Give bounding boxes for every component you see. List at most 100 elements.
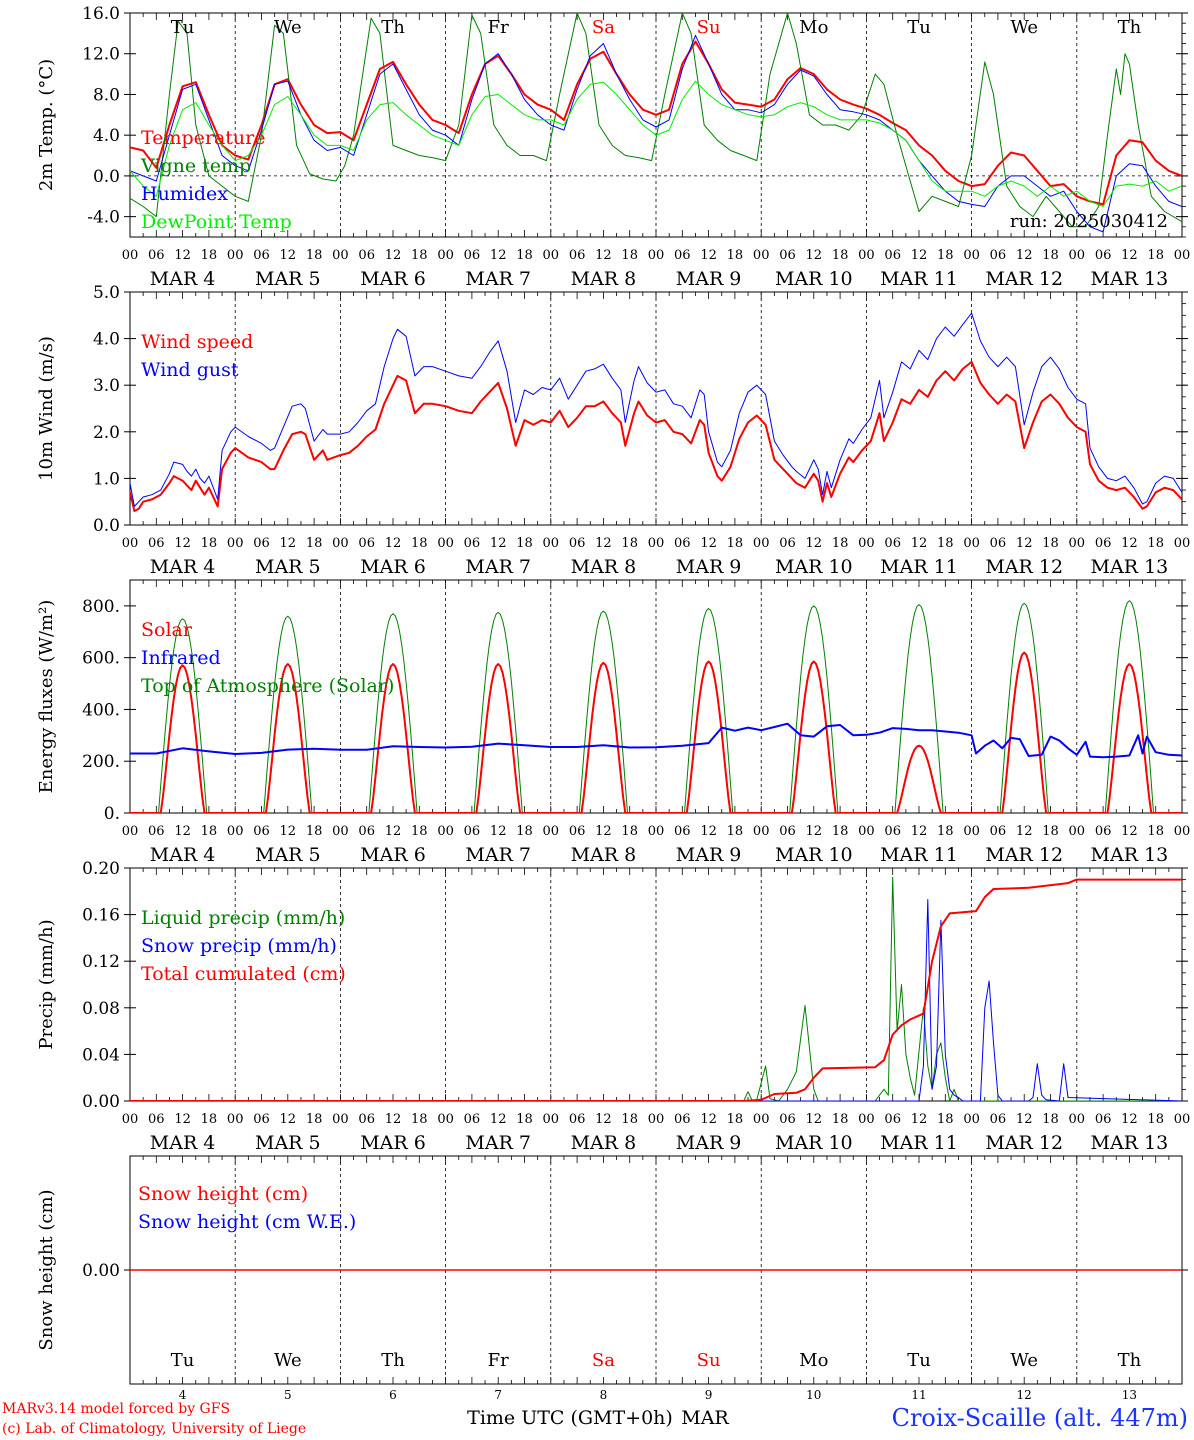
hour-tick-label: 18 xyxy=(306,1112,323,1127)
hour-tick-label: 18 xyxy=(621,824,638,839)
y-tick-label: 8.0 xyxy=(93,85,120,105)
hour-tick-label: 18 xyxy=(1147,536,1164,551)
day-abbrev: Su xyxy=(697,1350,721,1371)
date-label: MAR 10 xyxy=(775,556,853,578)
hour-tick-label: 12 xyxy=(806,536,823,551)
solar-line xyxy=(130,651,1182,813)
date-label: MAR 8 xyxy=(571,1132,637,1154)
temperature-line xyxy=(130,40,1182,206)
hour-tick-label: 12 xyxy=(174,824,191,839)
day-number: 13 xyxy=(1122,1388,1137,1402)
hour-tick-label: 00 xyxy=(648,536,665,551)
hour-tick-label: 06 xyxy=(779,1112,796,1127)
hour-tick-label: 12 xyxy=(174,248,191,263)
y-tick-label: 0.04 xyxy=(82,1045,120,1065)
hour-tick-label: 18 xyxy=(832,536,849,551)
date-label: MAR 9 xyxy=(676,268,742,290)
total-cumulated-cm--line xyxy=(130,878,1182,1101)
hour-tick-label: 00 xyxy=(543,824,560,839)
day-number: 10 xyxy=(806,1388,821,1402)
hour-tick-label: 06 xyxy=(358,536,375,551)
y-tick-label: 0.16 xyxy=(82,906,120,926)
hour-tick-label: 12 xyxy=(595,824,612,839)
hour-tick-label: 18 xyxy=(727,248,744,263)
hour-tick-label: 00 xyxy=(227,824,244,839)
hour-tick-label: 18 xyxy=(306,824,323,839)
date-label: MAR 9 xyxy=(676,556,742,578)
hour-tick-label: 18 xyxy=(411,1112,428,1127)
hour-tick-label: 00 xyxy=(963,824,980,839)
hour-tick-label: 12 xyxy=(700,1112,717,1127)
y-tick-label: -4.0 xyxy=(87,208,120,228)
hour-tick-label: 06 xyxy=(1095,536,1112,551)
hour-tick-label: 12 xyxy=(1016,824,1033,839)
date-label: MAR 12 xyxy=(985,844,1063,866)
hour-tick-label: 12 xyxy=(490,536,507,551)
date-label: MAR 12 xyxy=(985,1132,1063,1154)
hour-tick-label: 18 xyxy=(937,824,954,839)
day-abbrev: Fr xyxy=(488,17,509,38)
hour-tick-label: 12 xyxy=(490,824,507,839)
panel-frame xyxy=(129,12,1183,238)
day-abbrev: Tu xyxy=(171,1350,195,1371)
hour-tick-label: 18 xyxy=(832,1112,849,1127)
hour-tick-label: 00 xyxy=(858,536,875,551)
hour-tick-label: 12 xyxy=(1121,248,1138,263)
hour-tick-label: 18 xyxy=(937,1112,954,1127)
hour-tick-label: 12 xyxy=(911,824,928,839)
hour-tick-label: 00 xyxy=(332,1112,349,1127)
date-label: MAR 6 xyxy=(360,556,426,578)
hour-tick-label: 12 xyxy=(1121,824,1138,839)
day-abbrev: Mo xyxy=(799,1350,828,1371)
hour-tick-label: 12 xyxy=(1016,536,1033,551)
date-label: MAR 12 xyxy=(985,556,1063,578)
hour-tick-label: 06 xyxy=(464,1112,481,1127)
date-label: MAR 13 xyxy=(1091,844,1169,866)
hour-tick-label: 00 xyxy=(122,824,139,839)
y-tick-label: 2.0 xyxy=(93,423,120,443)
y-tick-label: 200. xyxy=(82,752,120,772)
day-abbrev: Th xyxy=(381,1350,405,1371)
run-label: run: 2025030412 xyxy=(1010,211,1168,232)
date-label: MAR 11 xyxy=(880,556,958,578)
day-abbrev: We xyxy=(1010,17,1038,38)
hour-tick-label: 12 xyxy=(490,248,507,263)
date-label: MAR 11 xyxy=(880,268,958,290)
day-abbrev: Tu xyxy=(171,17,195,38)
hour-tick-label: 00 xyxy=(1174,536,1191,551)
hour-tick-label: 12 xyxy=(700,824,717,839)
day-abbrev: Th xyxy=(381,17,405,38)
hour-tick-label: 06 xyxy=(253,1112,270,1127)
date-label: MAR 4 xyxy=(150,556,216,578)
date-label: MAR 10 xyxy=(775,1132,853,1154)
y-tick-label: 5.0 xyxy=(93,283,120,303)
toa-solar-line xyxy=(130,600,1182,813)
vigne-temp-line xyxy=(130,13,1182,228)
hour-tick-label: 06 xyxy=(779,248,796,263)
hour-tick-label: 06 xyxy=(1095,1112,1112,1127)
date-label: MAR 7 xyxy=(465,268,531,290)
series-group xyxy=(130,600,1182,813)
hour-tick-label: 00 xyxy=(122,248,139,263)
hour-tick-label: 12 xyxy=(1016,248,1033,263)
date-label: MAR 4 xyxy=(150,268,216,290)
legend-entry: Snow precip (mm/h) xyxy=(141,935,337,957)
hour-tick-label: 06 xyxy=(569,824,586,839)
hour-tick-label: 12 xyxy=(385,1112,402,1127)
hour-tick-label: 00 xyxy=(753,1112,770,1127)
lab-credit: (c) Lab. of Climatology, University of L… xyxy=(2,1421,307,1437)
hour-tick-label: 18 xyxy=(1147,824,1164,839)
legend-entry: Top of Atmosphere (Solar) xyxy=(141,675,394,697)
y-tick-label: 4.0 xyxy=(93,126,120,146)
date-label: MAR 8 xyxy=(571,268,637,290)
month-label: MAR xyxy=(681,1407,729,1429)
day-abbrev: Su xyxy=(697,17,721,38)
site-title: Croix-Scaille (alt. 447m) xyxy=(891,1404,1188,1432)
hour-tick-label: 06 xyxy=(884,1112,901,1127)
day-abbrev: Sa xyxy=(592,1350,615,1371)
hour-tick-label: 00 xyxy=(1174,824,1191,839)
hour-tick-label: 00 xyxy=(437,824,454,839)
hour-tick-label: 06 xyxy=(253,824,270,839)
hour-tick-label: 00 xyxy=(227,536,244,551)
date-label: MAR 11 xyxy=(880,1132,958,1154)
